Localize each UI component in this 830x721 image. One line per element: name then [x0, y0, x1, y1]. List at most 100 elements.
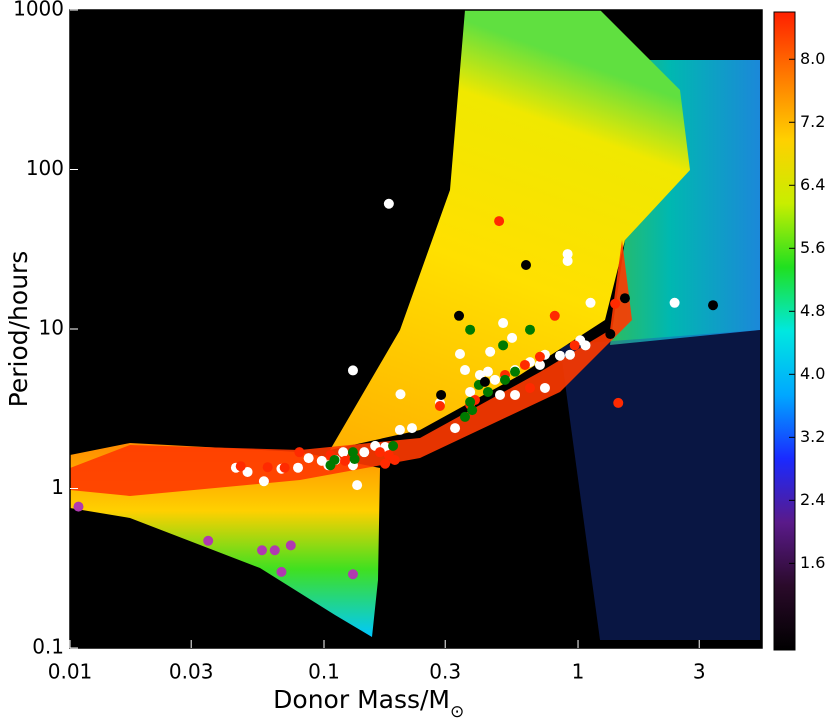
colorbar-tick-label: 4.8: [800, 301, 825, 320]
data-point: [460, 411, 471, 422]
track-region: [560, 330, 760, 640]
data-point: [394, 424, 405, 435]
data-point: [242, 466, 253, 477]
data-point: [276, 566, 287, 577]
data-point: [524, 382, 535, 393]
x-tick-label: 0.1: [308, 660, 340, 684]
y-tick-label: 0.1: [32, 635, 64, 659]
colorbar-tick-label: 8.0: [800, 49, 825, 68]
data-point: [482, 366, 493, 377]
data-point: [460, 365, 471, 376]
data-point: [585, 297, 596, 308]
data-point: [534, 351, 545, 362]
data-point: [388, 440, 399, 451]
data-point: [482, 386, 493, 397]
data-point: [498, 318, 509, 329]
data-point: [524, 324, 535, 335]
data-point: [434, 401, 445, 412]
data-point: [279, 462, 290, 473]
y-tick-label: 1: [51, 475, 64, 499]
data-point: [380, 458, 391, 469]
data-point: [520, 259, 531, 270]
y-tick-label: 1000: [13, 0, 64, 21]
model-tracks: [70, 10, 760, 640]
track-region: [330, 10, 690, 450]
data-point: [349, 454, 360, 465]
x-tick-label: 1: [572, 660, 585, 684]
x-axis-label-subscript: ⊙: [450, 702, 464, 721]
data-point: [203, 535, 214, 546]
track-region: [70, 240, 632, 496]
data-point: [510, 389, 521, 400]
colorbar-tick-label: 7.2: [800, 112, 825, 131]
data-point: [610, 298, 621, 309]
data-point: [554, 350, 565, 361]
data-point: [605, 329, 616, 340]
data-point: [562, 255, 573, 266]
data-point: [73, 501, 84, 512]
data-point: [235, 461, 246, 472]
data-point: [352, 480, 363, 491]
data-point: [347, 569, 358, 580]
data-point: [454, 349, 465, 360]
data-point: [303, 453, 314, 464]
data-point: [325, 460, 336, 471]
data-point: [495, 389, 506, 400]
data-point: [383, 198, 394, 209]
data-point: [534, 359, 545, 370]
colorbar-tick-label: 3.2: [800, 427, 825, 446]
data-point: [347, 365, 358, 376]
data-point: [708, 300, 719, 311]
data-point: [258, 476, 269, 487]
data-point: [389, 454, 400, 465]
x-axis-label: Donor Mass/M: [273, 685, 450, 714]
x-tick-label: 0.03: [169, 660, 214, 684]
y-tick-label: 100: [26, 156, 64, 180]
data-point: [562, 249, 573, 260]
data-point: [489, 374, 500, 385]
data-point: [293, 462, 304, 473]
data-point: [338, 447, 349, 458]
colorbar-tick-label: 1.6: [800, 553, 825, 572]
data-point: [450, 423, 461, 434]
data-point: [465, 396, 476, 407]
x-tick-label: 3: [693, 660, 706, 684]
data-point: [565, 349, 576, 360]
y-tick-label: 10: [39, 316, 64, 340]
data-point: [539, 382, 550, 393]
data-point: [485, 346, 496, 357]
data-point: [519, 359, 530, 370]
colorbar-tick-label: 6.4: [800, 175, 825, 194]
data-point: [507, 332, 518, 343]
data-point: [510, 366, 521, 377]
data-point: [669, 297, 680, 308]
data-point: [549, 310, 560, 321]
data-point: [406, 423, 417, 434]
data-point: [374, 447, 385, 458]
data-point: [465, 324, 476, 335]
data-point: [340, 455, 351, 466]
data-point: [474, 369, 485, 380]
colorbar-tick-label: 5.6: [800, 238, 825, 257]
data-point: [257, 545, 268, 556]
data-point: [498, 340, 509, 351]
x-tick-label: 0.01: [48, 660, 93, 684]
data-point: [454, 310, 465, 321]
data-point: [467, 405, 478, 416]
colorbar-tick-label: 4.0: [800, 364, 825, 383]
data-point: [479, 376, 490, 387]
data-point: [285, 540, 296, 551]
x-tick-label: 0.3: [429, 660, 461, 684]
data-point: [262, 462, 273, 473]
data-point: [465, 386, 476, 397]
data-point: [580, 340, 591, 351]
data-point: [569, 340, 580, 351]
colorbar: [773, 11, 796, 651]
y-axis-label: Period/hours: [4, 251, 33, 408]
data-point: [500, 374, 511, 385]
data-point: [619, 293, 630, 304]
colorbar-tick-label: 2.4: [800, 490, 825, 509]
data-point: [359, 447, 370, 458]
data-point: [613, 397, 624, 408]
